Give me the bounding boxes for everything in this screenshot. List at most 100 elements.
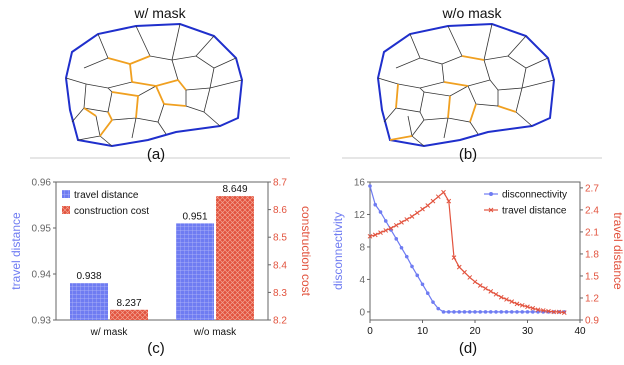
mesh-route-edge [83, 107, 97, 117]
mesh-cell-edge [447, 25, 463, 57]
data-point [525, 310, 530, 314]
x-tick-label: 30 [522, 326, 534, 337]
mesh-cell-edge [377, 77, 399, 85]
data-point [519, 302, 525, 308]
mesh-cell-edge [469, 121, 479, 135]
mesh-route-edge [155, 85, 165, 105]
y-left-tick-label: 16 [354, 178, 366, 189]
mesh-route-edge [131, 79, 179, 87]
y-right-tick-label: 8.2 [273, 316, 287, 327]
panel-a-title: w/ mask [133, 5, 186, 21]
bar-value-label: 0.938 [76, 271, 101, 282]
data-point [383, 219, 388, 223]
panel-a: w/ mask (a) [0, 0, 312, 170]
data-point [388, 225, 394, 231]
mesh-b [376, 22, 556, 148]
x-tick-label: 10 [417, 326, 429, 337]
mesh-boundary [376, 22, 556, 148]
mesh-route-edge [163, 103, 187, 107]
mesh-cell-edge [203, 111, 221, 127]
x-tick-label: 20 [469, 326, 481, 337]
panel-d-label: (d) [458, 340, 478, 357]
data-point [493, 291, 499, 297]
mesh-cell-edge [409, 33, 421, 59]
bar [110, 309, 148, 320]
data-point [372, 232, 378, 238]
data-point [399, 220, 404, 225]
y-left-axis-label: travel distance [9, 212, 23, 290]
data-point [378, 230, 383, 236]
mesh-route-edge [447, 95, 451, 119]
mesh-cell-edge [483, 55, 527, 91]
panel-c-label: (c) [147, 340, 165, 357]
line-chart: 0 10 20 30 40 0 4 8 12 16 0.9 1.2 1.5 1.8 2.1 2.4 2.7 dis… [331, 178, 624, 338]
data-point [494, 310, 498, 314]
legend-swatch [62, 190, 70, 198]
data-point [478, 310, 483, 314]
panel-c: 0.93 0.94 0.95 0.96 8.2 8.3 8.4 8.5 8.6 8.7 travel… [0, 170, 313, 360]
data-point [561, 310, 567, 316]
mesh-route-edge [497, 105, 517, 113]
mesh-cell-edge [423, 85, 469, 97]
data-point [515, 310, 519, 314]
mesh-route-edge [389, 135, 413, 141]
data-point [472, 279, 478, 285]
data-point [409, 214, 415, 219]
data-point [420, 206, 425, 212]
mesh-cell-edge [65, 77, 87, 85]
legend-label: disconnectivity [502, 190, 567, 201]
mesh-figure-a: w/ mask [30, 5, 290, 159]
bar [70, 283, 108, 320]
mesh-cell-edge [135, 103, 165, 123]
mesh-cell-edge [483, 23, 493, 61]
mesh-cell-edge [95, 115, 101, 137]
legend-swatch [62, 206, 70, 214]
data-point [446, 310, 451, 314]
data-point [394, 237, 399, 241]
data-point [414, 210, 420, 216]
data-point [467, 275, 473, 280]
mesh-cell-edge [171, 23, 181, 61]
data-point [373, 202, 378, 207]
mesh-cell-edge [213, 57, 237, 69]
mesh-a [64, 22, 244, 148]
data-point [509, 299, 515, 305]
bar-value-label: 8.649 [222, 184, 247, 195]
data-point [504, 297, 509, 302]
data-point [535, 307, 541, 313]
y-right-tick-label: 8.6 [273, 205, 287, 216]
y-right-axis-label: travel distance [611, 212, 624, 290]
bar-chart: 0.93 0.94 0.95 0.96 8.2 8.3 8.4 8.5 8.6 8.7 travel… [9, 178, 313, 339]
data-point [378, 210, 383, 214]
data-point [431, 300, 435, 304]
data-point [483, 310, 488, 314]
y-right-tick-label: 2.7 [585, 183, 599, 194]
mesh-cell-edge [195, 35, 215, 57]
data-point [462, 269, 467, 275]
mesh-route-edge [461, 55, 485, 61]
legend-label: travel distance [74, 190, 139, 201]
mesh-cell-edge [135, 25, 151, 57]
data-point [488, 289, 494, 294]
data-point [430, 198, 436, 204]
data-point [473, 310, 477, 314]
data-point [530, 305, 536, 311]
mesh-cell-edge [419, 95, 451, 121]
plot-frame [369, 181, 581, 321]
data-point [410, 264, 414, 269]
legend-label: construction cost [74, 206, 149, 217]
x-tick-label: w/o mask [193, 327, 237, 338]
panel-a-label: (a) [146, 146, 166, 163]
y-left-tick-label: 0.95 [32, 224, 52, 235]
y-right-tick-label: 1.8 [585, 249, 599, 260]
data-point [368, 184, 372, 188]
mesh-route-edge [469, 103, 477, 123]
data-point [498, 294, 504, 300]
mesh-cell-edge [443, 117, 449, 139]
mesh-cell-edge [515, 111, 533, 127]
mesh-cell-edge [411, 135, 425, 147]
mesh-cell-edge [77, 119, 113, 141]
data-point [441, 310, 446, 314]
data-point [477, 283, 483, 288]
data-point [520, 310, 525, 314]
